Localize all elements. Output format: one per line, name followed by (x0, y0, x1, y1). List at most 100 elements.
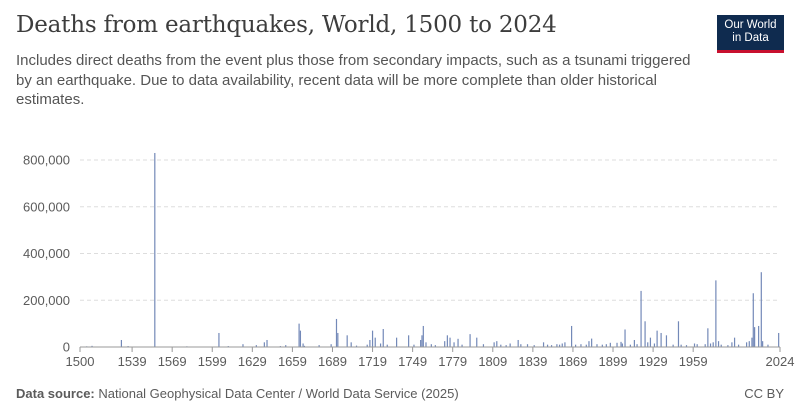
bar-1923[interactable] (644, 321, 646, 347)
bar-1815[interactable] (500, 344, 502, 347)
bar-1756[interactable] (421, 335, 423, 347)
bar-1750[interactable] (413, 344, 415, 347)
bar-1850[interactable] (546, 344, 549, 347)
bar-1703[interactable] (350, 342, 352, 347)
bar-1908[interactable] (624, 329, 626, 347)
bar-1725[interactable] (379, 343, 382, 347)
bar-1954[interactable] (685, 345, 688, 347)
bar-1962[interactable] (696, 344, 698, 347)
bar-1717[interactable] (369, 339, 371, 347)
bar-1894[interactable] (605, 344, 607, 347)
bar-1773[interactable] (444, 341, 446, 347)
bar-2003[interactable] (751, 337, 753, 347)
bar-1719[interactable] (371, 330, 374, 347)
bar-1777[interactable] (449, 337, 451, 347)
bar-1871[interactable] (575, 344, 577, 347)
bar-1861[interactable] (561, 343, 563, 347)
bar-2010[interactable] (760, 272, 762, 347)
bar-1917[interactable] (636, 344, 638, 347)
bar-1974[interactable] (712, 342, 714, 347)
bar-1707[interactable] (355, 345, 358, 347)
bar-1970[interactable] (707, 328, 709, 347)
bar-1638[interactable] (263, 342, 265, 347)
bar-1810[interactable] (493, 342, 495, 347)
bar-1632[interactable] (255, 345, 257, 347)
bar-1988[interactable] (731, 342, 733, 347)
bar-1746[interactable] (408, 335, 410, 347)
bar-1897[interactable] (609, 342, 611, 347)
bar-1925[interactable] (647, 342, 649, 347)
bar-2023[interactable] (778, 332, 780, 347)
bar-1775[interactable] (446, 335, 448, 347)
bar-1700[interactable] (346, 335, 348, 347)
bar-1990[interactable] (733, 337, 736, 347)
bar-1875[interactable] (580, 344, 582, 347)
bar-1692[interactable] (335, 318, 338, 347)
bar-1976[interactable] (715, 280, 717, 347)
bar-1915[interactable] (633, 339, 635, 347)
bar-1509[interactable] (91, 345, 93, 347)
bar-1939[interactable] (665, 335, 668, 347)
bar-1556[interactable] (154, 152, 156, 347)
bar-1783[interactable] (457, 338, 459, 347)
bar-1887[interactable] (596, 344, 598, 347)
bar-1822[interactable] (509, 343, 511, 347)
bar-1667[interactable] (302, 343, 304, 347)
bar-1786[interactable] (461, 344, 463, 347)
bar-1721[interactable] (374, 337, 376, 347)
bar-1828[interactable] (517, 339, 519, 347)
bar-1993[interactable] (737, 344, 740, 347)
bar-1819[interactable] (505, 345, 507, 347)
bar-1665[interactable] (299, 330, 302, 347)
bar-1881[interactable] (588, 341, 590, 347)
bar-1780[interactable] (453, 342, 455, 347)
bar-1664[interactable] (298, 323, 300, 347)
bar-1835[interactable] (526, 344, 529, 347)
bar-1927[interactable] (649, 337, 652, 347)
bar-1859[interactable] (558, 344, 561, 347)
bar-1972[interactable] (709, 343, 712, 347)
bar-1812[interactable] (496, 341, 498, 347)
bar-1985[interactable] (727, 345, 729, 347)
bar-1930[interactable] (653, 343, 656, 347)
bar-1868[interactable] (571, 325, 573, 347)
bar-1730[interactable] (386, 344, 388, 347)
bar-1840[interactable] (533, 345, 535, 347)
bar-1863[interactable] (564, 342, 566, 347)
bar-1668[interactable] (303, 345, 306, 347)
bar-1999[interactable] (746, 342, 748, 347)
bar-1935[interactable] (660, 332, 662, 347)
bar-1622[interactable] (242, 344, 244, 347)
bar-1757[interactable] (422, 325, 424, 347)
bar-1857[interactable] (556, 344, 558, 347)
bar-1797[interactable] (476, 337, 478, 347)
bar-1891[interactable] (601, 344, 603, 347)
bar-1944[interactable] (672, 344, 674, 347)
bar-1847[interactable] (542, 342, 545, 347)
bar-1968[interactable] (704, 344, 706, 347)
bar-2004[interactable] (752, 293, 754, 347)
bar-1905[interactable] (620, 341, 622, 347)
license-link[interactable]: CC BY (744, 386, 784, 401)
bar-1980[interactable] (720, 344, 722, 347)
bar-1679[interactable] (318, 345, 320, 347)
bar-1948[interactable] (677, 321, 680, 347)
bar-1766[interactable] (434, 345, 436, 347)
bar-1688[interactable] (330, 344, 332, 347)
bar-1932[interactable] (656, 330, 658, 347)
bar-1978[interactable] (717, 341, 720, 347)
bar-1654[interactable] (285, 345, 287, 347)
bar-1853[interactable] (550, 345, 553, 347)
bar-1802[interactable] (482, 344, 485, 347)
bar-1763[interactable] (430, 344, 432, 347)
bar-1727[interactable] (382, 329, 384, 347)
bar-1950[interactable] (680, 344, 682, 347)
bar-1830[interactable] (520, 344, 522, 347)
bar-2015[interactable] (767, 344, 769, 347)
bar-1902[interactable] (616, 342, 618, 347)
bar-1693[interactable] (337, 332, 339, 347)
bar-1755[interactable] (420, 339, 422, 347)
bar-1920[interactable] (640, 290, 642, 347)
bar-2001[interactable] (748, 341, 750, 347)
bar-2008[interactable] (758, 325, 760, 347)
